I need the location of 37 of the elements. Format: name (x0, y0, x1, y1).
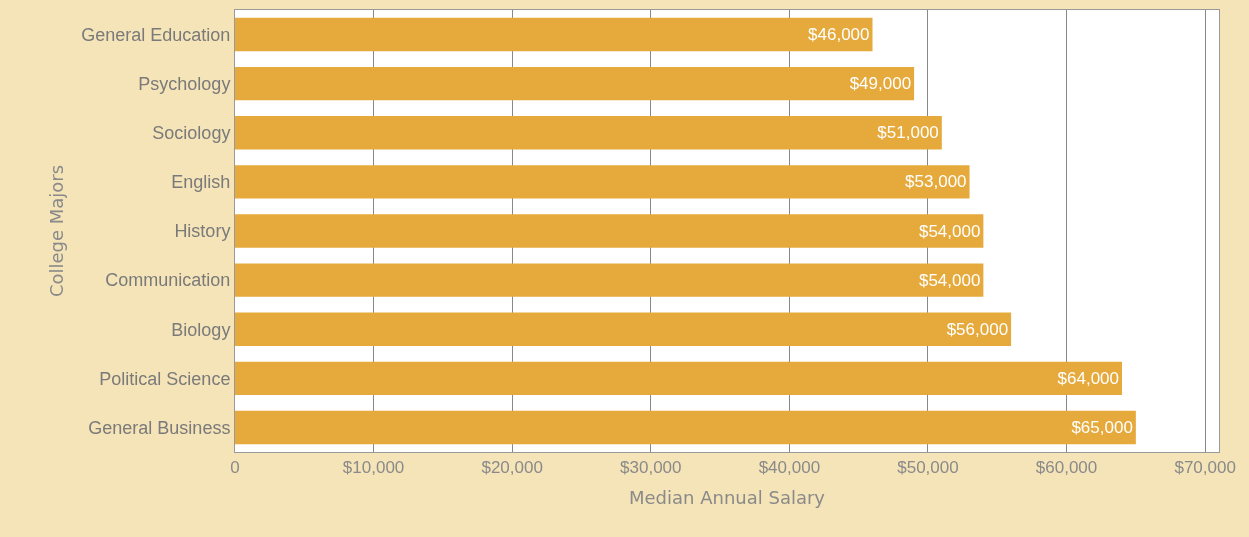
x-tick-label: $30,000 (620, 458, 682, 478)
x-tick-label: $40,000 (758, 458, 821, 478)
x-tick-label: 0 (230, 458, 240, 478)
data-label: $49,000 (849, 74, 912, 94)
x-tick-label: $70,000 (1174, 458, 1236, 478)
y-tick-label: General Education (81, 24, 231, 45)
bar (235, 214, 984, 248)
bar (235, 17, 873, 52)
y-tick-label: Biology (171, 319, 231, 340)
y-tick-label: General Business (88, 417, 231, 438)
data-label: $56,000 (946, 319, 1009, 339)
y-tick-label: Psychology (138, 73, 231, 94)
bar (235, 263, 984, 297)
data-label: $64,000 (1057, 368, 1119, 388)
bar (235, 361, 1122, 396)
data-label: $54,000 (918, 221, 981, 241)
x-axis-title: Median Annual Salary (628, 486, 826, 508)
bar (235, 410, 1136, 445)
bar (235, 66, 915, 101)
data-label: $53,000 (905, 172, 967, 192)
x-tick-label: $50,000 (897, 458, 959, 478)
y-axis-title: College Majors (46, 164, 68, 298)
x-tick-label: $10,000 (342, 458, 405, 478)
y-tick-label: English (171, 172, 231, 193)
data-label: $46,000 (808, 25, 870, 45)
bar (235, 312, 1012, 346)
data-label: $54,000 (918, 270, 981, 290)
y-tick-label: Communication (105, 270, 231, 291)
y-tick-label: History (174, 221, 231, 242)
bar (235, 165, 970, 199)
y-tick-label: Sociology (152, 123, 231, 144)
bar (235, 116, 942, 150)
y-tick-label: Political Science (99, 368, 231, 389)
data-label: $65,000 (1071, 417, 1133, 437)
x-tick-label: $20,000 (481, 458, 543, 478)
x-tick-label: $60,000 (1035, 458, 1098, 478)
data-label: $51,000 (877, 123, 939, 143)
